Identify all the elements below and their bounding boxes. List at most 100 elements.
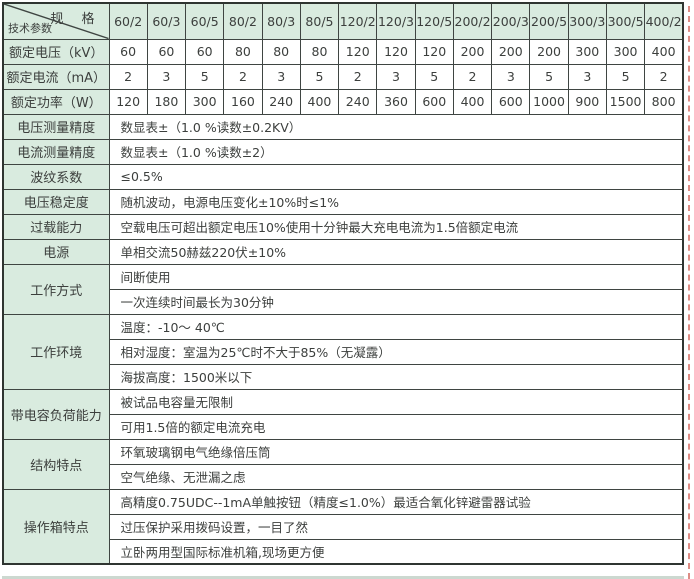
value-cell: 2 xyxy=(338,63,378,90)
value-cell: 60 xyxy=(146,38,187,65)
corner-label-param: 技术参数 xyxy=(8,21,52,35)
spec-line: 数显表±（1.0 %读数±0.2KV） xyxy=(108,113,684,140)
spec-line: 被试品电容量无限制 xyxy=(108,388,684,415)
row-label: 电压测量精度 xyxy=(2,113,110,140)
col-header: 80/3 xyxy=(261,2,301,40)
value-cell: 5 xyxy=(605,63,646,90)
col-header: 400/2 xyxy=(644,2,684,40)
table-row: 可用1.5倍的额定电流充电 xyxy=(3,413,684,440)
row-label: 工作环境 xyxy=(2,313,110,390)
spec-line: 温度：-10～ 40℃ xyxy=(108,313,684,340)
row-label: 额定电压（kV） xyxy=(2,38,110,65)
table-row: 过压保护采用拨码设置，一目了然 xyxy=(3,513,684,540)
spec-line: ≤0.5% xyxy=(108,163,684,190)
value-cell: 5 xyxy=(299,63,340,90)
value-cell: 2 xyxy=(452,63,493,90)
value-cell: 2 xyxy=(108,63,148,90)
specification-table: 规 格 技术参数 60/2 60/3 60/5 80/2 80/3 80/5 1… xyxy=(2,2,684,565)
value-cell: 80 xyxy=(299,38,340,65)
value-cell: 160 xyxy=(223,88,263,115)
row-label: 额定功率（W） xyxy=(2,88,110,115)
spec-line: 过压保护采用拨码设置，一目了然 xyxy=(108,513,684,540)
spec-line: 随机波动，电源电压变化±10%时≤1% xyxy=(108,188,684,215)
value-cell: 5 xyxy=(414,63,454,90)
spec-line: 间断使用 xyxy=(108,263,684,290)
value-cell: 600 xyxy=(414,88,454,115)
spec-line: 一次连续时间最长为30分钟 xyxy=(108,288,684,315)
value-cell: 120 xyxy=(414,38,454,65)
row-label: 电压稳定度 xyxy=(2,188,110,215)
value-cell: 120 xyxy=(108,88,148,115)
col-header: 200/5 xyxy=(529,2,569,40)
diagonal-divider xyxy=(4,4,109,39)
col-header: 120/2 xyxy=(338,2,378,40)
row-label: 过载能力 xyxy=(2,213,110,240)
value-cell: 120 xyxy=(338,38,378,65)
value-cell: 180 xyxy=(146,88,187,115)
value-cell: 200 xyxy=(529,38,569,65)
value-cell: 80 xyxy=(261,38,301,65)
value-cell: 60 xyxy=(108,38,148,65)
table-row: 电流测量精度 数显表±（1.0 %读数±2） xyxy=(2,138,684,165)
col-header: 200/2 xyxy=(452,2,493,40)
table-row: 额定电流（mA） 2 3 5 2 3 5 2 3 5 2 3 5 3 5 2 xyxy=(2,63,684,90)
spec-line: 可用1.5倍的额定电流充电 xyxy=(108,413,684,440)
page-guide-dashed-line xyxy=(688,6,690,579)
table-row: 电压测量精度 数显表±（1.0 %读数±0.2KV） xyxy=(2,113,684,140)
value-cell: 3 xyxy=(376,63,416,90)
table-row: 额定电压（kV） 60 60 60 80 80 80 120 120 120 2… xyxy=(2,38,684,65)
value-cell: 60 xyxy=(185,38,225,65)
col-header: 60/3 xyxy=(146,2,187,40)
table-header-row: 规 格 技术参数 60/2 60/3 60/5 80/2 80/3 80/5 1… xyxy=(2,2,684,40)
table-row: 一次连续时间最长为30分钟 xyxy=(3,288,684,315)
col-header: 120/5 xyxy=(414,2,454,40)
value-cell: 5 xyxy=(185,63,225,90)
value-cell: 300 xyxy=(567,38,607,65)
table-row: 操作箱特点 高精度0.75UDC--1mA单触按钮（精度≤1.0%）最适合氧化锌… xyxy=(2,488,684,565)
value-cell: 300 xyxy=(605,38,646,65)
row-label: 带电容负荷能力 xyxy=(2,388,110,440)
row-label: 波纹系数 xyxy=(2,163,110,190)
value-cell: 3 xyxy=(567,63,607,90)
table-row: 带电容负荷能力 被试品电容量无限制 xyxy=(2,388,684,440)
spec-line: 立卧两用型国际标准机箱,现场更方便 xyxy=(108,538,684,565)
value-cell: 400 xyxy=(452,88,493,115)
corner-label-spec: 规 格 xyxy=(50,12,102,27)
col-header: 300/5 xyxy=(605,2,646,40)
col-header: 80/5 xyxy=(299,2,340,40)
table-row: 电压稳定度 随机波动，电源电压变化±10%时≤1% xyxy=(2,188,684,215)
row-label: 工作方式 xyxy=(2,263,110,315)
table-row: 额定功率（W） 120 180 300 160 240 400 240 360 … xyxy=(2,88,684,115)
row-label: 操作箱特点 xyxy=(2,488,110,565)
value-cell: 5 xyxy=(529,63,569,90)
value-cell: 400 xyxy=(644,38,684,65)
col-header: 60/2 xyxy=(108,2,148,40)
spec-line: 数显表±（1.0 %读数±2） xyxy=(108,138,684,165)
value-cell: 3 xyxy=(261,63,301,90)
value-cell: 300 xyxy=(185,88,225,115)
row-label: 结构特点 xyxy=(2,438,110,490)
table-shadow-band xyxy=(2,576,684,579)
col-header: 200/3 xyxy=(491,2,531,40)
spec-line: 空载电压可超出额定电压10%使用十分钟最大充电电流为1.5倍额定电流 xyxy=(108,213,684,240)
table-row: 工作方式 间断使用 xyxy=(2,263,684,315)
value-cell: 120 xyxy=(376,38,416,65)
table-row: 结构特点 环氧玻璃钢电气绝缘倍压筒 xyxy=(2,438,684,490)
col-header: 60/5 xyxy=(185,2,225,40)
row-label: 电流测量精度 xyxy=(2,138,110,165)
spec-line: 空气绝缘、无泄漏之虑 xyxy=(108,463,684,490)
value-cell: 1000 xyxy=(529,88,569,115)
table-row: 波纹系数 ≤0.5% xyxy=(2,163,684,190)
value-cell: 3 xyxy=(491,63,531,90)
row-label: 电源 xyxy=(2,238,110,265)
table-row: 立卧两用型国际标准机箱,现场更方便 xyxy=(3,538,684,565)
spec-line: 环氧玻璃钢电气绝缘倍压筒 xyxy=(108,438,684,465)
corner-header-cell: 规 格 技术参数 xyxy=(2,2,110,40)
spec-line: 高精度0.75UDC--1mA单触按钮（精度≤1.0%）最适合氧化锌避雷器试验 xyxy=(108,488,684,515)
row-label: 额定电流（mA） xyxy=(2,63,110,90)
col-header: 300/3 xyxy=(567,2,607,40)
spec-line: 相对湿度：室温为25℃时不大于85%（无凝露） xyxy=(108,338,684,365)
table-row: 电源 单相交流50赫兹220伏±10% xyxy=(2,238,684,265)
value-cell: 240 xyxy=(261,88,301,115)
